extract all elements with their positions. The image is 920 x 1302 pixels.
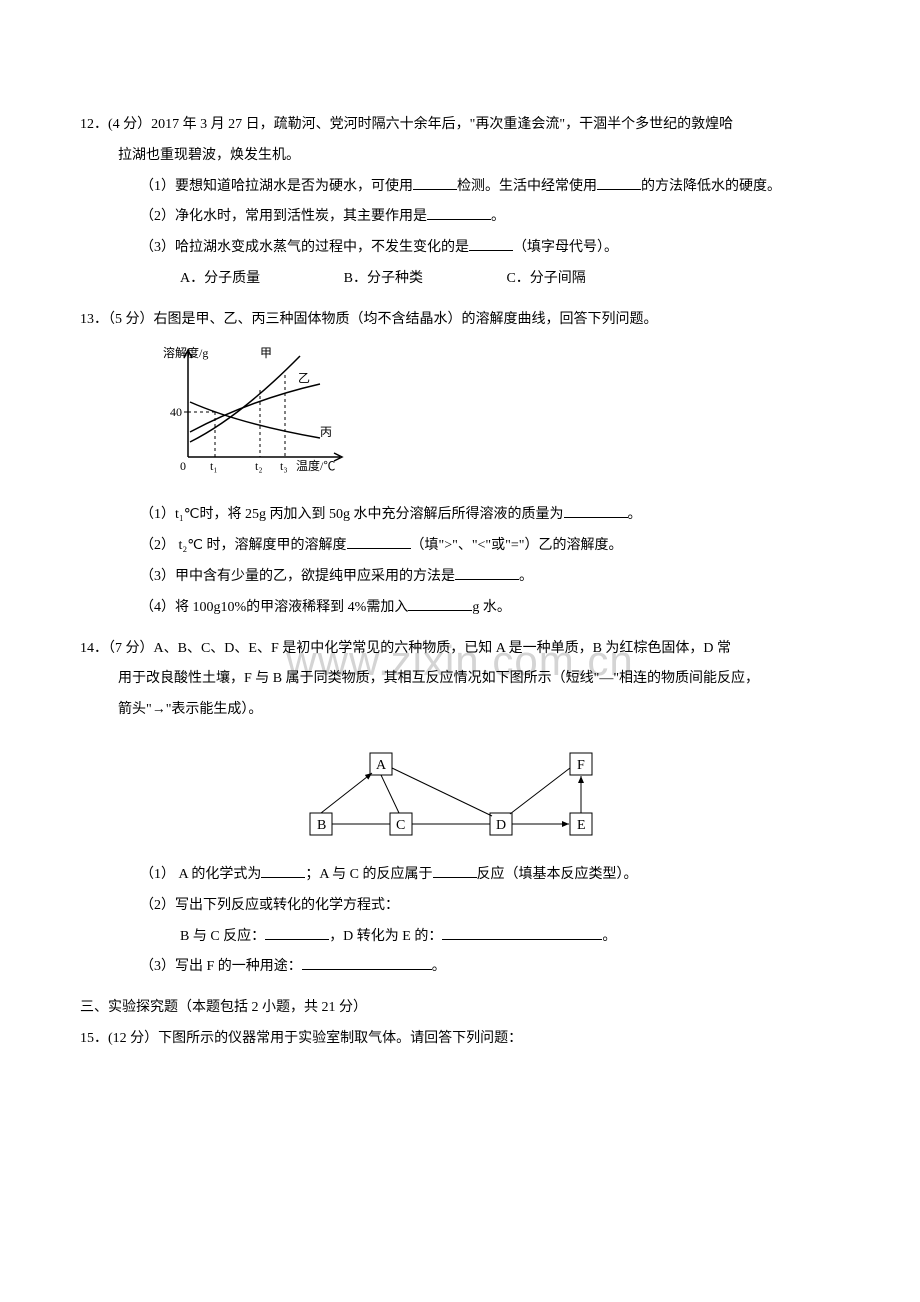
q14-part1-c: 反应（填基本反应类型）。 [477,867,638,882]
question-12: 12．(4 分）2017 年 3 月 27 日，疏勒河、党河时隔六十余年后，"再… [80,110,840,295]
section-3-text: 三、实验探究题（本题包括 2 小题，共 21 分） [80,1000,367,1015]
x-axis-label: 温度/℃ [296,458,335,473]
curve-yi [190,384,320,432]
q12-options: A．分子质量 B．分子种类 C．分子间隔 [80,264,840,295]
question-14: 14．（7 分）A、B、C、D、E、F 是初中化学常见的六种物质，已知 A 是一… [80,634,840,984]
label-jia: 甲 [260,346,272,360]
q13-part1-a: （1）t₁℃时，将 25g 丙加入到 50g 水中充分溶解后所得溶液的质量为 [140,507,564,522]
page-content: 12．(4 分）2017 年 3 月 27 日，疏勒河、党河时隔六十余年后，"再… [80,110,840,1055]
section-3-header: 三、实验探究题（本题包括 2 小题，共 21 分） [80,993,840,1024]
q14-part3-a: （3）写出 F 的一种用途： [140,959,302,974]
q14-part2b-b: ，D 转化为 E 的： [329,929,442,944]
q15-header-text: 15．(12 分）下图所示的仪器常用于实验室制取气体。请回答下列问题： [80,1031,522,1046]
q15-header: 15．(12 分）下图所示的仪器常用于实验室制取气体。请回答下列问题： [80,1024,840,1055]
q12-part2-b: 。 [491,209,505,224]
q14-header-line2: 用于改良酸性土壤，F 与 B 属于同类物质，其相互反应情况如下图所示（短线"—"… [80,664,840,695]
q14-header-line3: 箭头"→"表示能生成）。 [80,695,840,726]
q13-part3-b: 。 [519,569,533,584]
q12-part1-b: 检测。生活中经常使用 [457,179,597,194]
q13-part2-b: （填">"、"<"或"="）乙的溶解度。 [411,538,623,553]
solubility-curve-graph: 40 溶解度/g 温度/℃ 甲 乙 丙 0 t₁ t₂ t₃ [160,342,360,482]
blank [469,237,513,251]
q14-header-text2: 用于改良酸性土壤，F 与 B 属于同类物质，其相互反应情况如下图所示（短线"—"… [118,671,759,686]
q12-optC: C．分子间隔 [506,264,585,295]
blank [265,926,329,940]
q13-part1: （1）t₁℃时，将 25g 丙加入到 50g 水中充分溶解后所得溶液的质量为 。 [80,500,840,531]
node-C-label: C [396,818,405,833]
q12-part1: （1）要想知道哈拉湖水是否为硬水，可使用 检测。生活中经常使用 的方法降低水的硬度。 [80,172,840,203]
question-15: 15．(12 分）下图所示的仪器常用于实验室制取气体。请回答下列问题： [80,1024,840,1055]
q14-header-text: 14．（7 分）A、B、C、D、E、F 是初中化学常见的六种物质，已知 A 是一… [80,641,731,656]
edge-F-D [510,768,570,814]
q12-part2: （2）净化水时，常用到活性炭，其主要作用是 。 [80,202,840,233]
curve-bing [190,402,320,438]
y-axis-label: 溶解度/g [163,345,208,360]
blank [413,176,457,190]
question-13: 13．（5 分）右图是甲、乙、丙三种固体物质（均不含结晶水）的溶解度曲线，回答下… [80,305,840,624]
q13-part3-a: （3）甲中含有少量的乙，欲提纯甲应采用的方法是 [140,569,455,584]
q14-part2: （2）写出下列反应或转化的化学方程式： [80,891,840,922]
blank [408,597,472,611]
q14-part2b-a: B 与 C 反应： [180,929,265,944]
q12-part3-a: （3）哈拉湖水变成水蒸气的过程中，不发生变化的是 [140,240,469,255]
q12-part3: （3）哈拉湖水变成水蒸气的过程中，不发生变化的是 （填字母代号）。 [80,233,840,264]
blank [302,956,432,970]
xtick-t3: t₃ [280,459,288,473]
node-B-label: B [317,818,326,833]
blank [597,176,641,190]
q12-header: 12．(4 分）2017 年 3 月 27 日，疏勒河、党河时隔六十余年后，"再… [80,110,840,141]
q14-header: 14．（7 分）A、B、C、D、E、F 是初中化学常见的六种物质，已知 A 是一… [80,634,840,665]
q13-part2: （2） t₂℃ 时，溶解度甲的溶解度 （填">"、"<"或"="）乙的溶解度。 [80,531,840,562]
q13-part4: （4）将 100g10%的甲溶液稀释到 4%需加入 g 水。 [80,593,840,624]
origin-label: 0 [180,459,186,473]
blank [261,864,305,878]
q12-optA: A．分子质量 [180,264,260,295]
label-bing: 丙 [320,425,332,439]
node-F-label: F [577,758,585,773]
q13-header-text: 13．（5 分）右图是甲、乙、丙三种固体物质（均不含结晶水）的溶解度曲线，回答下… [80,312,658,327]
blank [442,926,602,940]
q13-part1-b: 。 [628,507,642,522]
xtick-t2: t₂ [255,459,263,473]
q14-part1-a: （1） A 的化学式为 [140,867,261,882]
blank [427,206,491,220]
blank [347,535,411,549]
node-E-label: E [577,818,586,833]
q14-part1-b: ；A 与 C 的反应属于 [305,867,432,882]
node-D-label: D [496,818,506,833]
reaction-diagram: A F B C D E [280,738,640,848]
q14-part3-b: 。 [432,959,446,974]
edge-A-D [392,768,492,816]
curve-jia [190,356,300,442]
q14-part2-text: （2）写出下列反应或转化的化学方程式： [140,898,399,913]
q12-part2-a: （2）净化水时，常用到活性炭，其主要作用是 [140,209,427,224]
q14-part2b-c: 。 [602,929,616,944]
q12-part1-c: 的方法降低水的硬度。 [641,179,781,194]
xtick-t1: t₁ [210,459,218,473]
q12-part3-b: （填字母代号）。 [513,240,618,255]
q13-part2-a: （2） t₂℃ 时，溶解度甲的溶解度 [140,538,347,553]
q12-header-line2: 拉湖也重现碧波，焕发生机。 [80,141,840,172]
blank [433,864,477,878]
q12-optB: B．分子种类 [344,264,423,295]
label-yi: 乙 [298,371,310,385]
q12-header-text: 12．(4 分）2017 年 3 月 27 日，疏勒河、党河时隔六十余年后，"再… [80,117,733,132]
q14-part1: （1） A 的化学式为 ；A 与 C 的反应属于 反应（填基本反应类型）。 [80,860,840,891]
blank [564,504,628,518]
edge-B-A [321,773,372,813]
q12-header-text2: 拉湖也重现碧波，焕发生机。 [118,148,300,163]
q14-part2b: B 与 C 反应： ，D 转化为 E 的： 。 [80,922,840,953]
q14-part3: （3）写出 F 的一种用途： 。 [80,952,840,983]
q12-part1-a: （1）要想知道哈拉湖水是否为硬水，可使用 [140,179,413,194]
q13-part4-a: （4）将 100g10%的甲溶液稀释到 4%需加入 [140,600,408,615]
q13-part3: （3）甲中含有少量的乙，欲提纯甲应采用的方法是 。 [80,562,840,593]
edge-A-C [381,775,399,813]
q14-header-text3: 箭头"→"表示能生成）。 [118,702,262,717]
q13-header: 13．（5 分）右图是甲、乙、丙三种固体物质（均不含结晶水）的溶解度曲线，回答下… [80,305,840,336]
q13-part4-b: g 水。 [472,600,511,615]
blank [455,566,519,580]
node-A-label: A [376,758,387,773]
y-tick-label: 40 [170,405,182,419]
